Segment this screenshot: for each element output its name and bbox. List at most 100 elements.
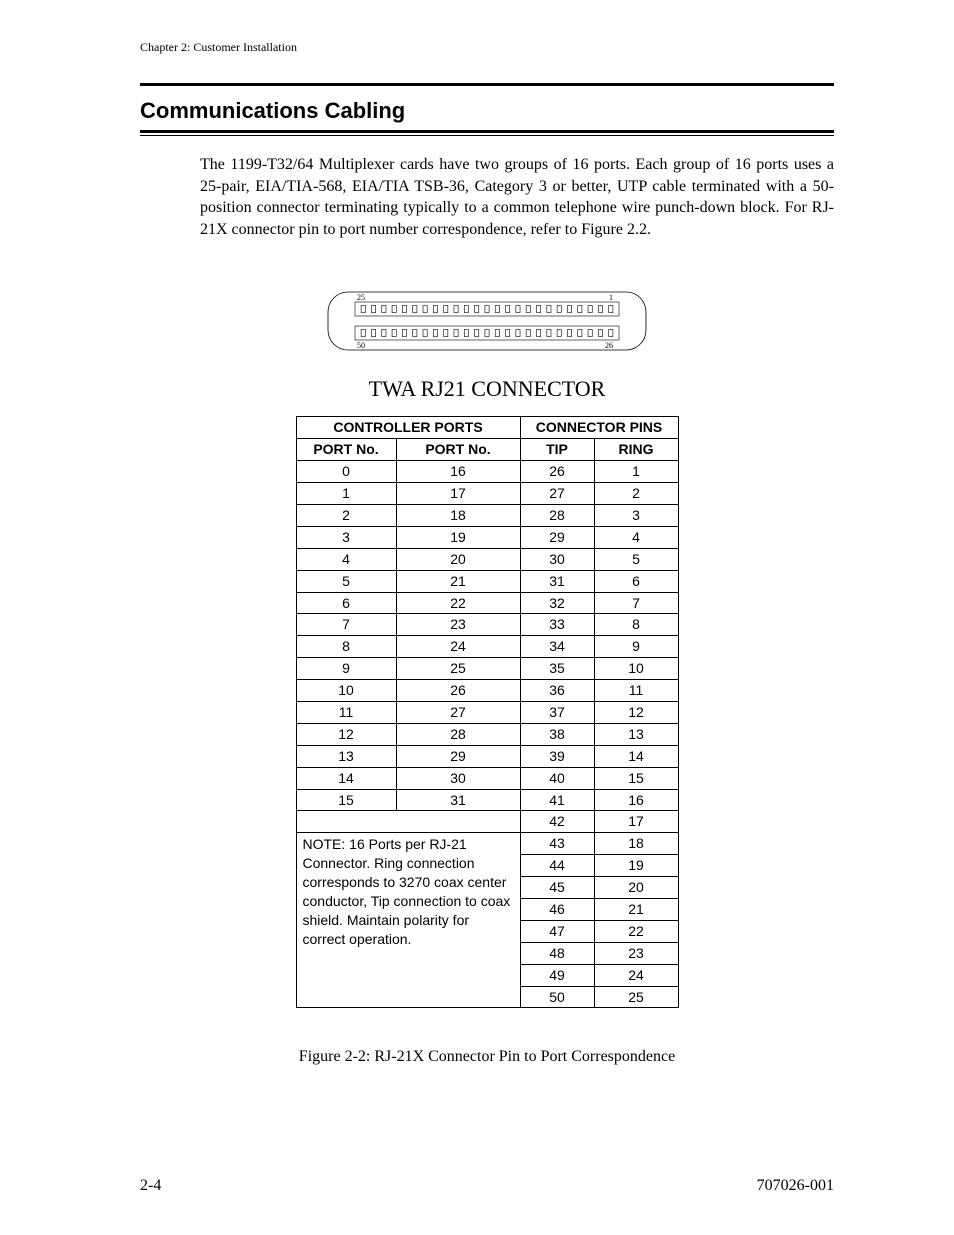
table-cell: 6 <box>594 570 678 592</box>
table-cell: 22 <box>396 592 520 614</box>
table-cell: 9 <box>296 658 396 680</box>
table-cell: 6 <box>296 592 396 614</box>
table-row: 622327 <box>296 592 678 614</box>
table-cell: 34 <box>520 636 594 658</box>
table-row: NOTE: 16 Ports per RJ-21 Connector. Ring… <box>296 833 678 855</box>
table-cell: 28 <box>520 504 594 526</box>
footer-doc-number: 707026-001 <box>757 1177 834 1195</box>
figure-caption: Figure 2-2: RJ-21X Connector Pin to Port… <box>140 1048 834 1066</box>
connector-title: TWA RJ21 CONNECTOR <box>140 376 834 402</box>
table-row: 9253510 <box>296 658 678 680</box>
table-row: 10263611 <box>296 680 678 702</box>
table-cell: 35 <box>520 658 594 680</box>
table-cell: 23 <box>594 942 678 964</box>
table-cell: 12 <box>594 701 678 723</box>
table-cell: 5 <box>296 570 396 592</box>
table-cell: 39 <box>520 745 594 767</box>
table-cell: 21 <box>396 570 520 592</box>
table-cell: 21 <box>594 898 678 920</box>
table-row: 11273712 <box>296 701 678 723</box>
table-cell: 14 <box>296 767 396 789</box>
table-cell: 13 <box>594 723 678 745</box>
table-cell: 0 <box>296 461 396 483</box>
table-row: 218283 <box>296 504 678 526</box>
table-cell: 10 <box>594 658 678 680</box>
table-cell: 20 <box>396 548 520 570</box>
pin-table: CONTROLLER PORTSCONNECTOR PINSPORT No.PO… <box>296 416 679 1008</box>
footer-page-number: 2-4 <box>140 1177 161 1195</box>
table-header-cols: PORT No.PORT No.TIPRING <box>296 439 678 461</box>
table-cell: 24 <box>594 964 678 986</box>
table-cell: 27 <box>396 701 520 723</box>
table-cell: 26 <box>520 461 594 483</box>
table-cell: 7 <box>296 614 396 636</box>
table-row: 521316 <box>296 570 678 592</box>
column-header: PORT No. <box>296 439 396 461</box>
table-cell: 8 <box>296 636 396 658</box>
table-cell: 48 <box>520 942 594 964</box>
header-connector-pins: CONNECTOR PINS <box>520 417 678 439</box>
table-cell: 14 <box>594 745 678 767</box>
table-cell: 31 <box>396 789 520 811</box>
rule-under-title-thick <box>140 130 834 133</box>
table-cell: 50 <box>520 986 594 1008</box>
table-cell: 3 <box>296 526 396 548</box>
column-header: PORT No. <box>396 439 520 461</box>
table-cell: 30 <box>520 548 594 570</box>
chapter-header: Chapter 2: Customer Installation <box>140 40 834 55</box>
table-cell: 15 <box>296 789 396 811</box>
table-cell: 18 <box>594 833 678 855</box>
table-cell: 44 <box>520 855 594 877</box>
table-cell: 19 <box>594 855 678 877</box>
table-cell: 47 <box>520 920 594 942</box>
table-cell: 18 <box>396 504 520 526</box>
table-cell: 2 <box>296 504 396 526</box>
table-cell: 32 <box>520 592 594 614</box>
column-header: RING <box>594 439 678 461</box>
table-cell: 20 <box>594 877 678 899</box>
svg-text:50: 50 <box>357 341 365 350</box>
table-cell: 9 <box>594 636 678 658</box>
header-controller-ports: CONTROLLER PORTS <box>296 417 520 439</box>
table-row: 723338 <box>296 614 678 636</box>
page-footer: 2-4 707026-001 <box>140 1177 834 1195</box>
table-cell: 29 <box>396 745 520 767</box>
table-row: 319294 <box>296 526 678 548</box>
table-row: 13293914 <box>296 745 678 767</box>
table-row: 016261 <box>296 461 678 483</box>
table-cell: 46 <box>520 898 594 920</box>
table-cell: 25 <box>396 658 520 680</box>
rule-top-thick <box>140 83 834 86</box>
table-cell: 2 <box>594 483 678 505</box>
table-cell: 33 <box>520 614 594 636</box>
table-row: 14304015 <box>296 767 678 789</box>
table-cell: 1 <box>296 483 396 505</box>
table-cell: 25 <box>594 986 678 1008</box>
table-header-group: CONTROLLER PORTSCONNECTOR PINS <box>296 417 678 439</box>
table-cell: 43 <box>520 833 594 855</box>
table-cell: 30 <box>396 767 520 789</box>
table-row: 117272 <box>296 483 678 505</box>
table-cell: 17 <box>594 811 678 833</box>
svg-text:26: 26 <box>605 341 613 350</box>
table-cell: 1 <box>594 461 678 483</box>
table-cell: 49 <box>520 964 594 986</box>
table-cell: 27 <box>520 483 594 505</box>
section-title: Communications Cabling <box>140 98 834 124</box>
table-cell: 11 <box>594 680 678 702</box>
table-cell: 31 <box>520 570 594 592</box>
table-cell: 13 <box>296 745 396 767</box>
table-cell-blank <box>296 811 520 833</box>
column-header: TIP <box>520 439 594 461</box>
table-cell: 38 <box>520 723 594 745</box>
table-cell: 41 <box>520 789 594 811</box>
table-cell: 45 <box>520 877 594 899</box>
table-cell: 16 <box>396 461 520 483</box>
table-cell: 22 <box>594 920 678 942</box>
table-cell: 5 <box>594 548 678 570</box>
table-cell: 36 <box>520 680 594 702</box>
table-cell: 11 <box>296 701 396 723</box>
table-row: 420305 <box>296 548 678 570</box>
table-cell: 12 <box>296 723 396 745</box>
table-cell: 29 <box>520 526 594 548</box>
